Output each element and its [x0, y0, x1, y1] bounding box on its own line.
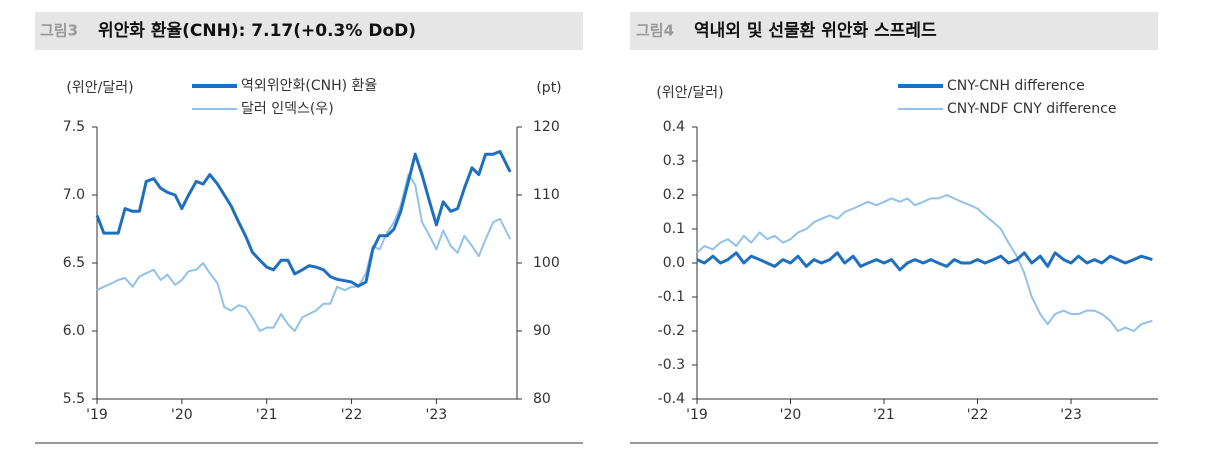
- y-tick-label: 5.5: [63, 391, 85, 407]
- y-unit-label: (위안/달러): [66, 80, 133, 96]
- chart-title: 위안화 환율(CNH): 7.17(+0.3% DoD): [98, 21, 416, 41]
- x-tick-label: '19: [686, 407, 708, 423]
- y2-tick-label: 100: [533, 255, 560, 271]
- x-tick-label: '23: [426, 407, 448, 423]
- legend-label: 달러 인덱스(우): [241, 101, 334, 117]
- y-tick-label: -0.4: [658, 391, 685, 407]
- y-tick-label: 0.1: [663, 221, 685, 237]
- y-tick-label: 0.4: [663, 119, 685, 135]
- x-tick-label: '22: [341, 407, 363, 423]
- y2-tick-label: 80: [533, 391, 551, 407]
- header-bar: [630, 12, 1158, 50]
- y-tick-label: 0.3: [663, 153, 685, 169]
- figure-label: 그림3: [40, 22, 78, 40]
- series-line: [95, 150, 512, 288]
- y2-unit-label: (pt): [536, 80, 561, 96]
- figure-label: 그림4: [636, 22, 674, 40]
- series-line: [96, 173, 512, 332]
- y2-tick-label: 110: [533, 187, 560, 203]
- x-tick-label: '20: [171, 407, 193, 423]
- legend-label: 역외위안화(CNH) 환율: [241, 78, 377, 94]
- y-tick-label: 7.0: [63, 187, 85, 203]
- x-tick-label: '21: [873, 407, 895, 423]
- y-tick-label: -0.2: [658, 323, 685, 339]
- legend-label: CNY-CNH difference: [947, 78, 1085, 94]
- x-tick-label: '21: [256, 407, 278, 423]
- y-tick-label: -0.3: [658, 357, 685, 373]
- y-tick-label: 0.0: [663, 255, 685, 271]
- y-tick-label: 7.5: [63, 119, 85, 135]
- y-tick-label: 6.5: [63, 255, 85, 271]
- x-tick-label: '22: [967, 407, 989, 423]
- x-tick-label: '19: [86, 407, 108, 423]
- series-line: [696, 251, 1153, 272]
- header-bar: [35, 12, 583, 50]
- chart-title: 역내외 및 선물환 위안화 스프레드: [694, 21, 937, 41]
- series-line: [696, 194, 1153, 332]
- y-tick-label: 6.0: [63, 323, 85, 339]
- y-tick-label: 0.2: [663, 187, 685, 203]
- x-tick-label: '23: [1060, 407, 1082, 423]
- legend-label: CNY-NDF CNY difference: [947, 101, 1116, 117]
- y-tick-label: -0.1: [658, 289, 685, 305]
- y2-tick-label: 120: [533, 119, 560, 135]
- y-unit-label: (위안/달러): [656, 85, 723, 101]
- y2-tick-label: 90: [533, 323, 551, 339]
- x-tick-label: '20: [780, 407, 802, 423]
